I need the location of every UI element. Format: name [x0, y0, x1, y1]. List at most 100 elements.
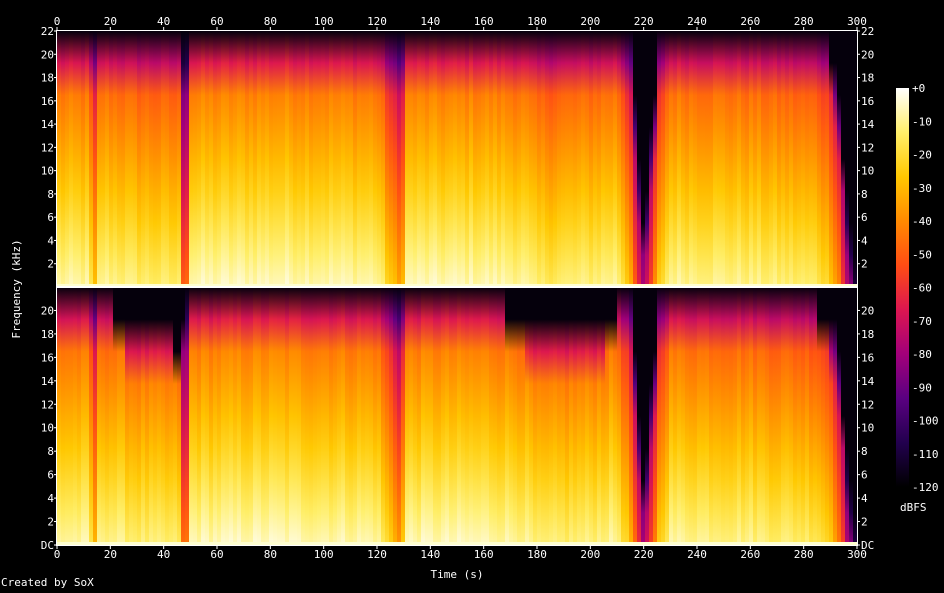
spectrogram-column [217, 287, 222, 545]
spectrogram-column [849, 31, 854, 287]
spectrogram-column [549, 287, 554, 545]
spectrogram-column [269, 287, 274, 545]
spectrogram-column [417, 31, 422, 287]
spectrogram-column [461, 31, 466, 287]
spectrogram-column [385, 287, 390, 545]
spectrogram-column [577, 31, 582, 287]
spectrogram-column [405, 287, 410, 545]
spectrogram-column [73, 287, 78, 545]
spectrogram-column [97, 287, 102, 545]
spectrogram-column [109, 31, 114, 287]
spectrogram-column [845, 287, 850, 545]
y-tick-label-right: 14 [861, 375, 875, 388]
spectrogram-column [473, 31, 478, 287]
spectrogram-column [341, 31, 346, 287]
spectrogram-column [745, 287, 750, 545]
spectrogram-column [61, 287, 66, 545]
spectrogram-column [757, 287, 762, 545]
y-tick-label-left: 18 [41, 72, 54, 85]
spectrogram-column [69, 287, 74, 545]
spectrogram-column [145, 31, 150, 287]
y-tick-label-right: 20 [861, 48, 874, 61]
spectrogram-column [181, 31, 186, 287]
y-tick-label-left: 8 [47, 445, 54, 458]
spectrogram-column [117, 287, 122, 545]
y-tick-label-right: 4 [861, 234, 868, 247]
x-tick-label-bottom: 40 [157, 548, 170, 561]
spectrogram-column [289, 31, 294, 287]
spectrogram-column [209, 31, 214, 287]
y-tick-label-right: 18 [861, 72, 874, 85]
spectrogram-column [589, 31, 594, 287]
spectrogram-column [545, 287, 550, 545]
spectrogram-column [649, 287, 654, 545]
spectrogram-column [425, 287, 430, 545]
spectrogram-column [597, 31, 602, 287]
colorbar-tick-label: -10 [912, 115, 932, 128]
spectrogram-column [441, 287, 446, 545]
y-tick-label-right: 2 [861, 516, 868, 529]
spectrogram-column [357, 287, 362, 545]
spectrogram-column [125, 287, 130, 545]
spectrogram-column [777, 287, 782, 545]
spectrogram-column [477, 287, 482, 545]
spectrogram-column [533, 287, 538, 545]
y-tick-label-left: 20 [41, 48, 54, 61]
y-tick-label-right: 8 [861, 188, 868, 201]
spectrogram-column [485, 287, 490, 545]
spectrogram-column [137, 287, 142, 545]
tick-labels: 0 0 20 20 40 40 60 60 80 80 100 100 120 120 140 140 160 1… [41, 15, 875, 561]
spectrogram-column [753, 287, 758, 545]
spectrogram-column [321, 287, 326, 545]
spectrogram-column [781, 287, 786, 545]
spectrogram-column [697, 287, 702, 545]
spectrogram-column [661, 287, 666, 545]
spectrogram-column [693, 287, 698, 545]
spectrogram-column [225, 31, 230, 287]
spectrogram-column [641, 287, 646, 545]
spectrogram-column [713, 31, 718, 287]
spectrogram-column [293, 287, 298, 545]
colorbar-tick-label: -50 [912, 248, 932, 261]
spectrogram-column [697, 31, 702, 287]
spectrogram-column [141, 287, 146, 545]
spectrogram-column [221, 287, 226, 545]
spectrogram-column [321, 31, 326, 287]
spectrogram-column [433, 31, 438, 287]
spectrogram-column [665, 31, 670, 287]
spectrogram-column [189, 31, 194, 287]
x-tick-label-bottom: 140 [420, 548, 440, 561]
y-tick-label-right: 6 [861, 469, 868, 482]
y-tick-label-left: 18 [41, 328, 54, 341]
spectrogram-column [817, 31, 822, 287]
spectrogram-column [261, 287, 266, 545]
spectrogram-column [105, 31, 110, 287]
spectrogram-column [669, 287, 674, 545]
y-tick-label-right: 18 [861, 328, 874, 341]
y-tick-label-right: 14 [861, 118, 875, 131]
spectrogram-column [837, 287, 842, 545]
spectrogram-column [337, 31, 342, 287]
spectrogram-column [289, 287, 294, 545]
spectrogram-column [441, 31, 446, 287]
spectrogram-column [501, 31, 506, 287]
spectrogram-column [833, 287, 838, 545]
y-tick-label-left: 2 [47, 258, 54, 271]
spectrogram-column [241, 31, 246, 287]
spectrogram-column [377, 287, 382, 545]
spectrogram-column [277, 31, 282, 287]
spectrogram-column [553, 31, 558, 287]
spectrogram-column [161, 287, 166, 545]
y-tick-label-left: 4 [47, 234, 54, 247]
spectrogram-column [621, 287, 626, 545]
spectrogram-column [357, 31, 362, 287]
spectrogram-column [281, 287, 286, 545]
spectrogram-column [581, 287, 586, 545]
spectrogram-column [821, 31, 826, 287]
x-tick-label-top: 40 [157, 15, 170, 28]
spectrogram-column [57, 31, 62, 287]
spectrogram-column [421, 31, 426, 287]
spectrogram-column [133, 287, 138, 545]
spectrogram-column [721, 287, 726, 545]
spectrogram-column [313, 31, 318, 287]
